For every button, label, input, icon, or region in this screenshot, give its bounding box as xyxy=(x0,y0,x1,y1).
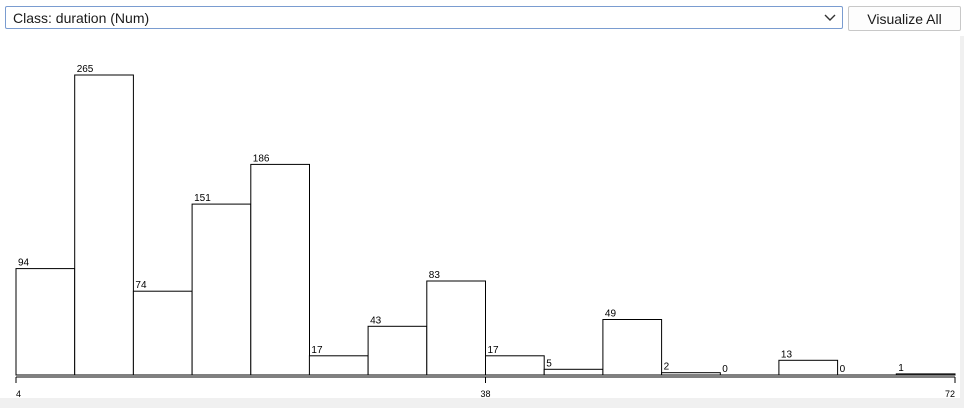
x-tick-label: 38 xyxy=(480,389,490,398)
bar-value-label: 2 xyxy=(664,362,670,373)
histogram-bar xyxy=(191,203,252,376)
x-tick-label: 72 xyxy=(945,389,955,398)
histogram-bar xyxy=(15,268,76,376)
visualize-all-button[interactable]: Visualize All xyxy=(848,6,961,31)
bar-value-label: 13 xyxy=(781,349,793,360)
bar-value-label: 83 xyxy=(429,270,441,281)
histogram-panel: 94 265 74 151 186 17 43 83 17 5 49 2 0 13 0 1 4 38 72 xyxy=(0,36,960,398)
bar-value-label: 17 xyxy=(488,345,500,356)
histogram-bar xyxy=(250,163,311,376)
histogram-bar xyxy=(74,74,134,376)
chevron-down-icon xyxy=(824,14,836,21)
histogram-bar xyxy=(308,355,369,376)
histogram-bar xyxy=(367,325,428,376)
bar-value-label: 186 xyxy=(253,153,270,164)
histogram-bar xyxy=(132,290,193,376)
bar-value-label: 0 xyxy=(840,364,846,375)
class-select-value: Class: duration (Num) xyxy=(13,10,150,26)
class-attribute-select[interactable]: Class: duration (Num) xyxy=(5,6,843,29)
histogram-bar xyxy=(426,280,486,376)
histogram-bar xyxy=(778,359,839,376)
histogram-chart: 94 265 74 151 186 17 43 83 17 5 49 2 0 13 0 1 4 38 72 xyxy=(15,64,956,398)
bar-value-label: 5 xyxy=(546,358,552,369)
histogram-bar xyxy=(543,368,604,376)
bar-value-label: 17 xyxy=(311,345,323,356)
bar-value-label: 94 xyxy=(18,258,30,269)
histogram-bar xyxy=(485,355,545,376)
bar-value-label: 151 xyxy=(194,193,211,204)
histogram-bar xyxy=(602,319,663,376)
bar-value-label: 0 xyxy=(722,364,728,375)
toolbar: Class: duration (Num) Visualize All xyxy=(0,0,964,36)
bar-value-label: 74 xyxy=(135,280,147,291)
x-tick-label: 4 xyxy=(16,389,21,398)
bar-value-label: 49 xyxy=(605,309,617,320)
bar-value-label: 43 xyxy=(370,315,382,326)
bar-value-label: 265 xyxy=(77,64,94,75)
bar-value-label: 1 xyxy=(898,363,904,374)
